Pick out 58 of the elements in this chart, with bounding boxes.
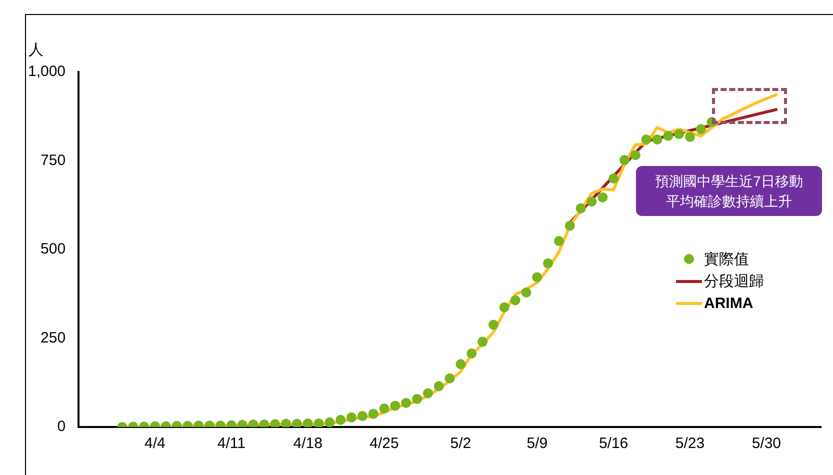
point (292, 418, 302, 427)
legend-label: 分段迴歸 (704, 272, 764, 290)
point (499, 302, 510, 312)
point (521, 287, 532, 298)
point (488, 320, 498, 330)
point (357, 410, 368, 421)
point (412, 394, 422, 404)
x-tick-label: 4/11 (217, 435, 246, 452)
y-tick-label: 500 (40, 240, 66, 258)
point (324, 417, 335, 427)
y-tick-label: 250 (40, 329, 66, 346)
point (478, 336, 488, 347)
point (346, 412, 356, 422)
point (422, 388, 433, 398)
y-axis-title: 人 (28, 42, 44, 59)
point (401, 398, 412, 408)
point (641, 134, 652, 144)
point (576, 203, 586, 214)
point (280, 418, 291, 427)
x-tick-label: 4/25 (370, 435, 399, 452)
point (543, 258, 554, 268)
point (336, 414, 346, 425)
point (586, 196, 597, 207)
legend-label: ARIMA (704, 294, 754, 312)
point (554, 236, 564, 246)
point (444, 373, 455, 384)
point (564, 220, 575, 231)
point (390, 400, 400, 411)
point (379, 404, 390, 414)
point (630, 150, 640, 160)
point (466, 348, 477, 359)
point (368, 408, 378, 419)
point (314, 418, 324, 427)
point (434, 381, 444, 392)
x-tick-label: 4/18 (293, 435, 322, 452)
point (510, 295, 520, 306)
point (684, 132, 695, 142)
y-tick-label: 1,000 (28, 63, 66, 80)
legend-label: 實際值 (704, 250, 749, 268)
x-tick-label: 5/23 (675, 435, 705, 452)
x-tick-label: 5/30 (752, 435, 782, 452)
point (302, 418, 313, 427)
y-tick-label: 0 (57, 418, 66, 436)
point (608, 174, 619, 184)
y-tick-label: 750 (40, 152, 66, 169)
point (619, 155, 630, 166)
point (532, 272, 542, 282)
annotation: 預測國中學生近7日移動平均確診數持續上升 (654, 172, 804, 211)
x-tick-label: 5/2 (450, 435, 472, 452)
point (598, 192, 608, 202)
point (663, 130, 674, 141)
x-tick-label: 4/4 (144, 435, 166, 452)
point (456, 359, 466, 370)
x-tick-label: 5/9 (526, 435, 548, 452)
point (674, 129, 684, 140)
point (696, 124, 706, 134)
point (652, 134, 662, 144)
x-tick-label: 5/16 (598, 435, 628, 452)
